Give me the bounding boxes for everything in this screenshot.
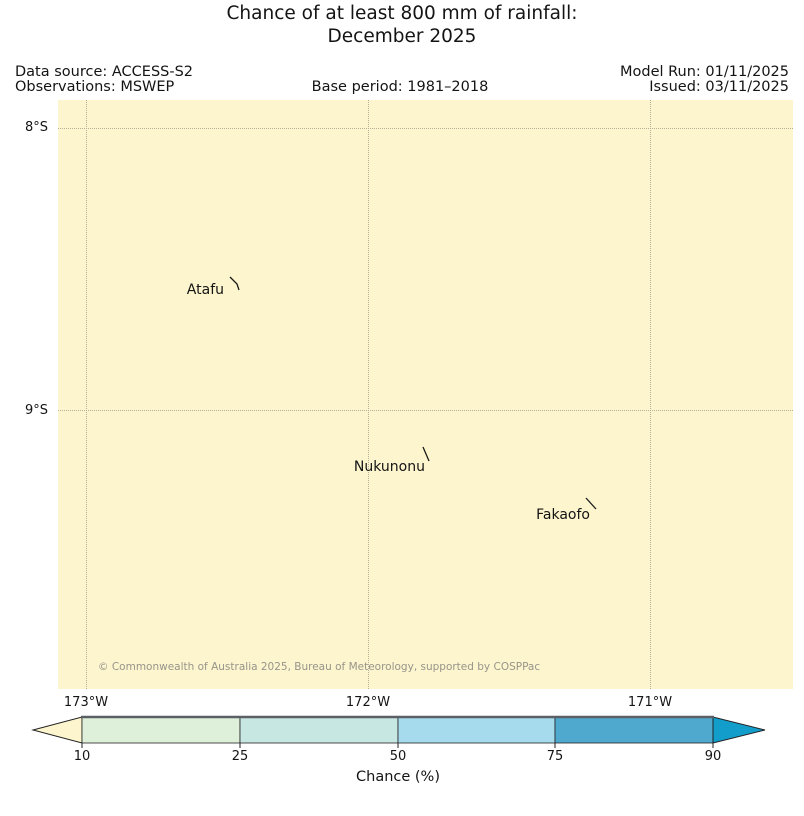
model-run-label: Model Run: 01/11/2025	[619, 64, 789, 80]
forecast-map: Atafu Nukunonu Fakaofo © Commonwealth of…	[58, 100, 793, 689]
colorbar-segment-50-75	[397, 716, 556, 744]
lon-label-173w: 173°W	[63, 695, 109, 710]
island-label-atafu: Atafu	[186, 282, 224, 298]
colorbar-tick-label-90: 90	[705, 749, 722, 764]
page-title-line2: December 2025	[327, 26, 477, 47]
lon-label-171w: 171°W	[627, 695, 673, 710]
base-period-label: Base period: 1981–2018	[311, 79, 489, 95]
observations-label: Observations: MSWEP	[15, 79, 175, 95]
nukunonu-atoll-outline	[422, 446, 430, 462]
colorbar-tick-label-50: 50	[390, 749, 407, 764]
gridline-173w	[86, 100, 87, 689]
lon-label-172w: 172°W	[345, 695, 391, 710]
gridline-171w	[650, 100, 651, 689]
lat-label-9s: 9°S	[24, 403, 48, 418]
gridline-9s	[58, 410, 793, 411]
page-title-line1: Chance of at least 800 mm of rainfall:	[226, 3, 578, 24]
gridline-8s	[58, 128, 793, 129]
island-label-fakaofo: Fakaofo	[536, 507, 590, 523]
gridline-172w	[368, 100, 369, 689]
colorbar-tick-label-75: 75	[547, 749, 564, 764]
data-source-label: Data source: ACCESS-S2	[15, 64, 194, 80]
issued-label: Issued: 03/11/2025	[649, 79, 789, 95]
colorbar-axis-label: Chance (%)	[356, 769, 440, 785]
fakaofo-atoll-outline	[585, 497, 597, 510]
chance-colorbar: 10 25 50 75 90 Chance (%)	[31, 715, 766, 785]
colorbar-over-arrow	[712, 716, 766, 744]
colorbar-segment-25-50	[239, 716, 399, 744]
island-label-nukunonu: Nukunonu	[353, 459, 425, 475]
copyright-notice: © Commonwealth of Australia 2025, Bureau…	[98, 661, 541, 673]
colorbar-segment-10-25	[81, 716, 241, 744]
colorbar-segment-75-90	[554, 716, 714, 744]
colorbar-tick-label-25: 25	[232, 749, 249, 764]
colorbar-under-arrow	[31, 716, 83, 744]
atafu-atoll-outline	[229, 276, 240, 291]
colorbar-tick-label-10: 10	[74, 749, 91, 764]
lat-label-8s: 8°S	[24, 120, 48, 135]
